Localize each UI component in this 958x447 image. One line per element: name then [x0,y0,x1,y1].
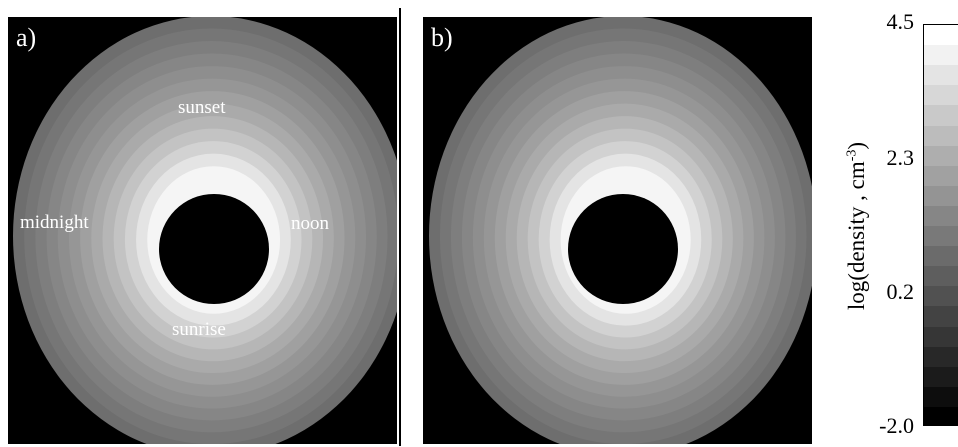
colorbar-band [924,125,958,147]
colorbar-band [924,306,958,328]
colorbar-band [924,105,958,127]
panel-label-b: b) [431,23,453,52]
colorbar-band [924,45,958,67]
colorbar-band [924,266,958,288]
density-map-panel-a: a) sunset midnight noon sunrise [8,17,397,444]
density-map-panel-b: b) [423,17,812,444]
colorbar-band [924,246,958,268]
colorbar-band [924,386,958,408]
colorbar-band [924,205,958,227]
colorbar-band [924,165,958,187]
annotation-noon: noon [291,213,329,234]
colorbar-tick-label: 4.5 [886,9,915,34]
colorbar-band [924,145,958,167]
panel-divider [399,8,401,446]
density-map-a [13,17,397,444]
colorbar-band [924,226,958,248]
colorbar-tick-label: -2.0 [879,413,914,438]
colorbar-axis-title: log(density , cm-3) [844,141,869,311]
planet-disk [568,194,678,304]
colorbar-tick-label: 2.3 [886,145,915,170]
density-map-b [429,17,812,444]
colorbar [923,24,958,426]
colorbar-band [924,366,958,388]
colorbar-tick-label: 0.2 [886,279,915,304]
colorbar-band [924,185,958,207]
colorbar-band [924,406,958,425]
colorbar-band [924,346,958,368]
colorbar-band [924,85,958,107]
annotation-sunrise: sunrise [172,319,226,340]
annotation-sunset: sunset [178,97,226,118]
panel-label-a: a) [16,23,37,52]
colorbar-band [924,286,958,308]
colorbar-band [924,326,958,348]
annotation-midnight: midnight [20,212,89,233]
planet-disk [159,194,269,304]
colorbar-band [924,65,958,87]
colorbar-band [924,25,958,47]
